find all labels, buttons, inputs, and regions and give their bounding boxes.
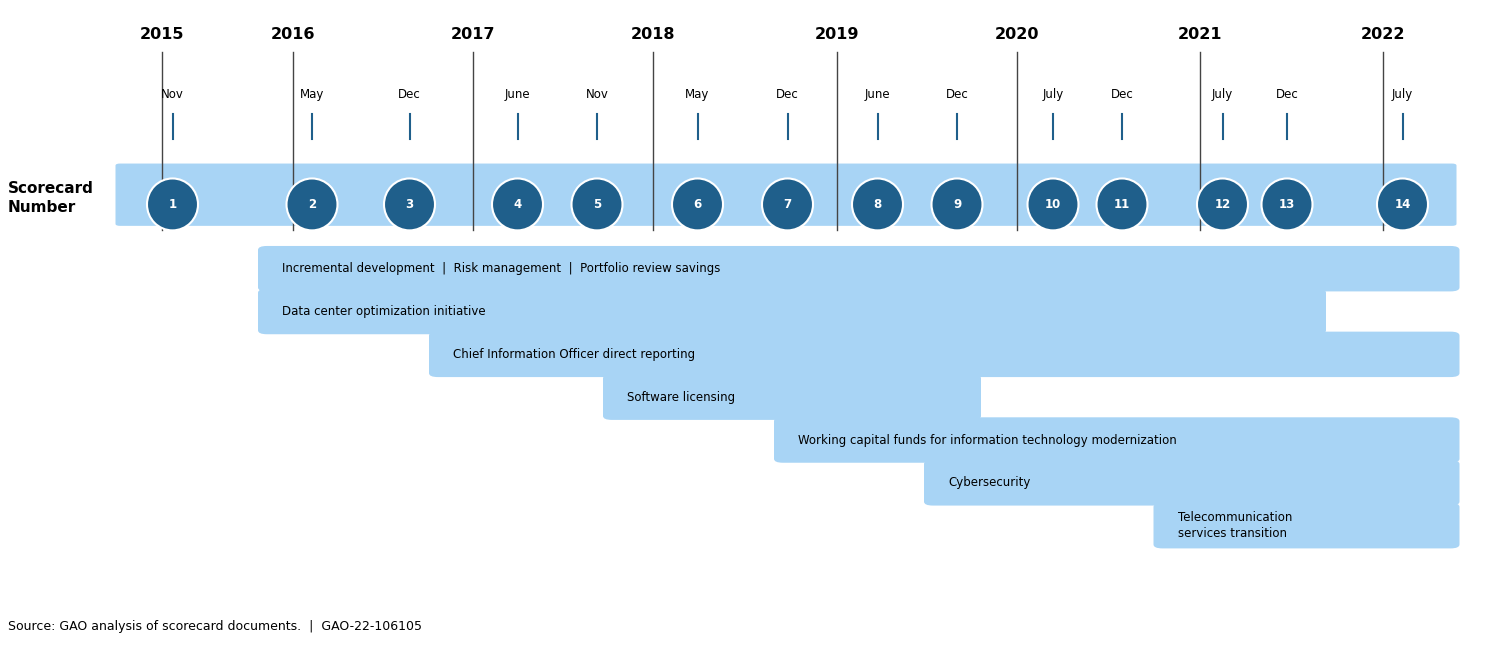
Text: Working capital funds for information technology modernization: Working capital funds for information te… <box>798 434 1176 447</box>
Text: 2020: 2020 <box>994 27 1039 42</box>
Text: Scorecard
Number: Scorecard Number <box>8 180 93 215</box>
Text: 2022: 2022 <box>1360 27 1406 42</box>
Text: 2019: 2019 <box>815 27 860 42</box>
Text: 2016: 2016 <box>270 27 315 42</box>
Ellipse shape <box>384 178 435 230</box>
Text: Nov: Nov <box>160 88 184 101</box>
Text: Dec: Dec <box>1110 88 1134 101</box>
Text: 11: 11 <box>1114 198 1130 211</box>
Text: 2017: 2017 <box>450 27 495 42</box>
Ellipse shape <box>762 178 813 230</box>
Text: 6: 6 <box>693 198 702 211</box>
Ellipse shape <box>1377 178 1428 230</box>
FancyBboxPatch shape <box>258 289 1326 334</box>
Text: 2021: 2021 <box>1178 27 1222 42</box>
Text: July: July <box>1042 88 1064 101</box>
Ellipse shape <box>286 178 338 230</box>
Ellipse shape <box>572 178 622 230</box>
Text: Data center optimization initiative: Data center optimization initiative <box>282 305 486 318</box>
Text: Dec: Dec <box>776 88 800 101</box>
Text: 4: 4 <box>513 198 522 211</box>
Ellipse shape <box>492 178 543 230</box>
Text: June: June <box>864 88 891 101</box>
Text: June: June <box>504 88 531 101</box>
Text: July: July <box>1212 88 1233 101</box>
Text: 5: 5 <box>592 198 602 211</box>
Text: Telecommunication
services transition: Telecommunication services transition <box>1178 511 1292 540</box>
FancyBboxPatch shape <box>258 246 1460 291</box>
Text: Chief Information Officer direct reporting: Chief Information Officer direct reporti… <box>453 348 694 361</box>
Ellipse shape <box>852 178 903 230</box>
Text: 2: 2 <box>308 198 316 211</box>
Text: Dec: Dec <box>945 88 969 101</box>
Text: 3: 3 <box>405 198 414 211</box>
Ellipse shape <box>1096 178 1148 230</box>
Text: Cybersecurity: Cybersecurity <box>948 476 1030 489</box>
FancyBboxPatch shape <box>774 417 1460 463</box>
Text: Software licensing: Software licensing <box>627 391 735 404</box>
Text: Nov: Nov <box>585 88 609 101</box>
Text: Incremental development  |  Risk management  |  Portfolio review savings: Incremental development | Risk managemen… <box>282 262 720 275</box>
Text: 7: 7 <box>783 198 792 211</box>
Text: 9: 9 <box>952 198 962 211</box>
Text: Dec: Dec <box>1275 88 1299 101</box>
Text: Dec: Dec <box>398 88 422 101</box>
FancyBboxPatch shape <box>924 460 1460 506</box>
Text: 12: 12 <box>1215 198 1230 211</box>
FancyBboxPatch shape <box>603 374 981 420</box>
Text: 2018: 2018 <box>630 27 675 42</box>
Ellipse shape <box>1262 178 1312 230</box>
Text: July: July <box>1392 88 1413 101</box>
Text: 1: 1 <box>168 198 177 211</box>
Ellipse shape <box>672 178 723 230</box>
Text: 8: 8 <box>873 198 882 211</box>
Ellipse shape <box>147 178 198 230</box>
Text: Source: GAO analysis of scorecard documents.  |  GAO-22-106105: Source: GAO analysis of scorecard docume… <box>8 620 422 633</box>
Text: 10: 10 <box>1046 198 1060 211</box>
Ellipse shape <box>1028 178 1078 230</box>
Text: 14: 14 <box>1395 198 1410 211</box>
FancyBboxPatch shape <box>116 164 1456 226</box>
Text: 2015: 2015 <box>140 27 184 42</box>
FancyBboxPatch shape <box>1154 503 1460 548</box>
Ellipse shape <box>932 178 982 230</box>
Ellipse shape <box>1197 178 1248 230</box>
FancyBboxPatch shape <box>429 332 1460 377</box>
Text: 13: 13 <box>1280 198 1294 211</box>
Text: May: May <box>300 88 324 101</box>
Text: May: May <box>686 88 709 101</box>
